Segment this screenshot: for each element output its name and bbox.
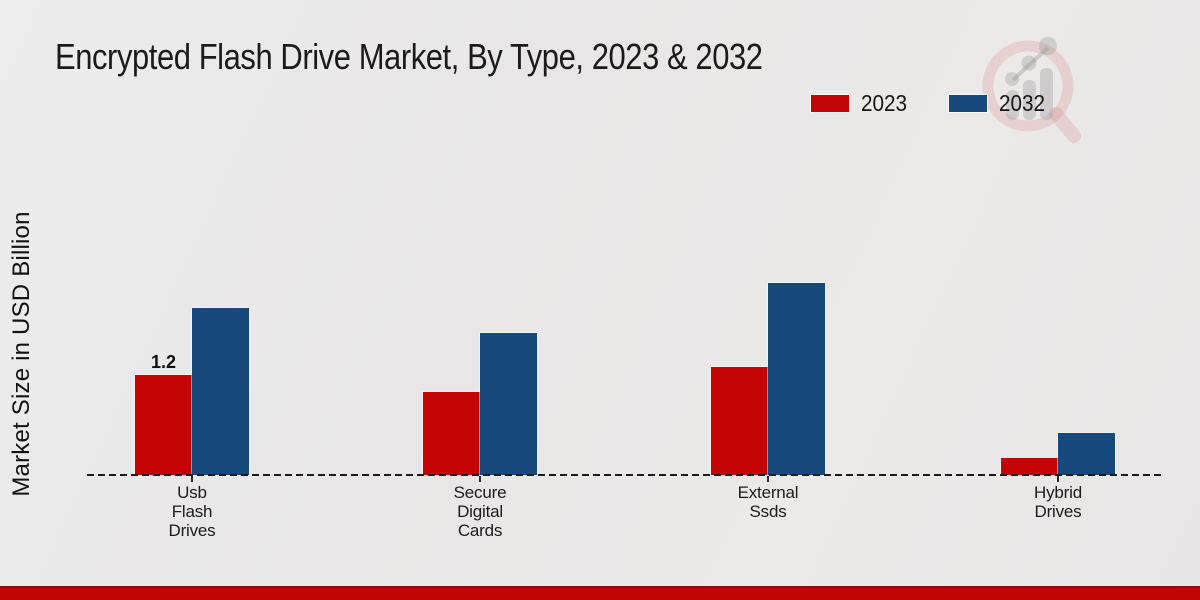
bar-2032-secure-digital-cards: [480, 333, 537, 475]
legend-item-2023[interactable]: 2023: [809, 90, 912, 117]
bar-2023-secure-digital-cards: [423, 392, 480, 475]
category-label: External Ssds: [737, 483, 799, 521]
chart-title: Encrypted Flash Drive Market, By Type, 2…: [55, 36, 763, 77]
x-axis-tick: [479, 476, 481, 482]
legend: 2023 2032: [809, 90, 1050, 117]
bar-value-label: 1.2: [150, 352, 177, 372]
x-axis-tick: [191, 476, 193, 482]
x-axis-tick: [767, 476, 769, 482]
category-label: Secure Digital Cards: [453, 483, 507, 540]
bar-2032-hybrid-drives: [1058, 433, 1115, 475]
category-label: Usb Flash Drives: [168, 483, 216, 540]
legend-item-2032[interactable]: 2032: [947, 90, 1050, 117]
footer-stripe: [0, 586, 1200, 600]
x-axis-tick: [1057, 476, 1059, 482]
bar-2032-external-ssds: [768, 283, 825, 475]
x-axis-baseline: [87, 474, 1163, 476]
bar-2023-hybrid-drives: [1001, 458, 1058, 475]
legend-swatch-2032: [947, 94, 988, 113]
bar-2023-external-ssds: [711, 367, 768, 475]
legend-label-2032: 2032: [998, 90, 1045, 116]
legend-label-2023: 2023: [860, 90, 907, 116]
bar-2023-usb-flash-drives: [135, 375, 192, 475]
bar-2032-usb-flash-drives: [192, 308, 249, 475]
legend-swatch-2023: [809, 94, 850, 113]
category-label: Hybrid Drives: [1034, 483, 1082, 521]
